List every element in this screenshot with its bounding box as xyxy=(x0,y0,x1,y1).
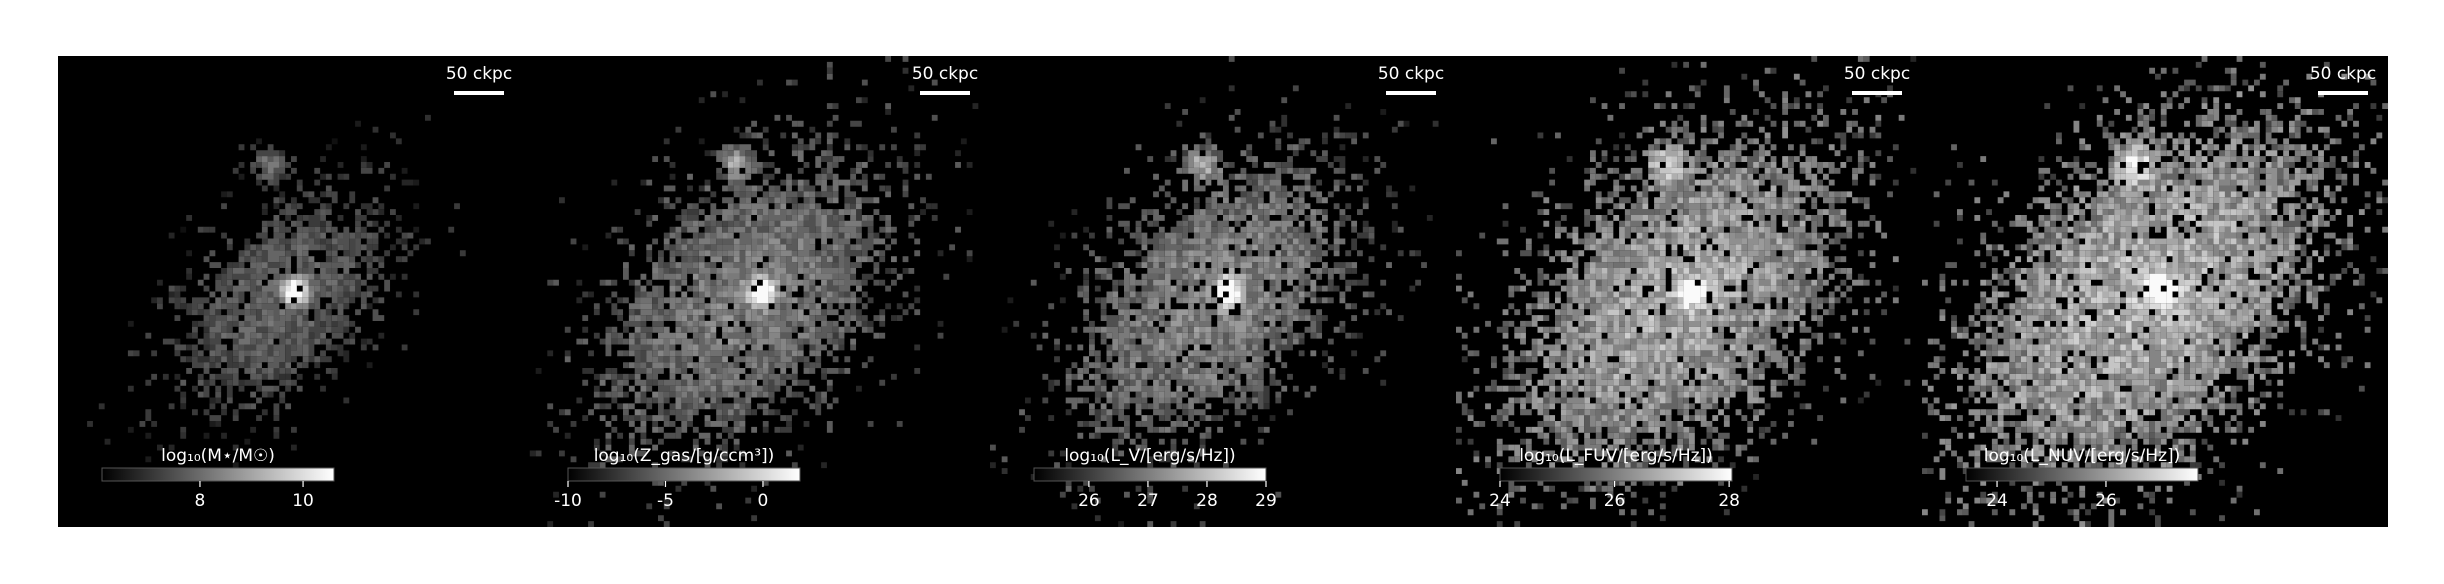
image-pixels xyxy=(285,279,303,298)
image-pixels xyxy=(1193,156,1253,333)
image-pixels xyxy=(1624,150,1730,351)
image-pixels xyxy=(990,56,1427,498)
colorbar-label: log₁₀(M⋆/M☉) xyxy=(161,446,275,466)
colorbar-label: log₁₀(L_V/[erg/s/Hz]) xyxy=(1064,446,1235,466)
image-pixels xyxy=(1217,279,1241,304)
image-pixels xyxy=(87,114,431,451)
image-pixels xyxy=(745,273,775,304)
colorbar xyxy=(1499,467,1733,482)
image-pixels xyxy=(751,279,775,304)
image-pixels xyxy=(279,273,303,298)
image-pixels xyxy=(1193,156,1212,174)
image-pixels xyxy=(1700,279,1707,286)
colorbar-label: log₁₀(L_NUV/[erg/s/Hz]) xyxy=(1984,446,2181,466)
image-pixels xyxy=(285,279,303,304)
image-pixels xyxy=(1665,162,1707,316)
colorbar-tick-label: 10 xyxy=(292,491,314,511)
colorbar-tick-label: 26 xyxy=(1604,491,1626,511)
image-pixels xyxy=(285,279,309,298)
image-pixels xyxy=(1677,279,1707,310)
image-pixels xyxy=(1456,91,1905,498)
image-pixels xyxy=(1077,144,1340,433)
image-pixels xyxy=(168,162,414,410)
colorbar-tick-label: 28 xyxy=(1718,491,1740,511)
colorbar-label: log₁₀(Z_gas/[g/ccm³]) xyxy=(594,446,775,466)
colorbar-tick-label: 26 xyxy=(2095,491,2117,511)
image-pixels xyxy=(1456,56,1893,516)
image-pixels xyxy=(127,144,408,427)
colorbar-tick-label: 0 xyxy=(758,491,769,511)
image-pixels xyxy=(1502,120,1847,492)
image-pixels xyxy=(2125,156,2179,304)
colorbar-tick-label: 24 xyxy=(1489,491,1511,511)
panel: 50 ckpc log₁₀(L_FUV/[erg/s/Hz]) 24 26 28 xyxy=(1456,56,1922,527)
colorbar-tick-label: 27 xyxy=(1137,491,1159,511)
image-pixels xyxy=(285,285,292,292)
image-pixels xyxy=(279,273,297,310)
image-pixels xyxy=(296,285,309,304)
colorbar-tick-label: 29 xyxy=(1255,491,1277,511)
image-pixels xyxy=(133,144,466,433)
colorbar-tick-label: 8 xyxy=(195,491,206,511)
scalebar-label: 50 ckpc xyxy=(2310,64,2376,84)
colorbar xyxy=(101,467,335,482)
panel: 50 ckpc log₁₀(M⋆/M☉) 8 10 xyxy=(58,56,524,527)
image-pixels xyxy=(751,279,775,304)
image-pixels xyxy=(209,156,356,374)
image-pixels xyxy=(1922,73,2389,527)
image-pixels xyxy=(652,167,839,392)
colorbar-tick-label: 24 xyxy=(1986,491,2008,511)
image-pixels xyxy=(1456,56,1870,516)
image-pixels xyxy=(1158,156,1282,374)
colorbar-label: log₁₀(L_FUV/[erg/s/Hz]) xyxy=(1519,446,1713,466)
image-pixels xyxy=(1951,91,2342,480)
image-pixels xyxy=(733,162,781,310)
scalebar-label: 50 ckpc xyxy=(912,64,978,84)
image-pixels xyxy=(302,273,309,280)
colorbar-tick-label: -5 xyxy=(657,491,674,511)
image-pixels xyxy=(628,156,868,416)
image-pixels xyxy=(279,285,309,304)
colorbar xyxy=(1965,467,2199,482)
image-pixels xyxy=(1223,273,1241,310)
image-pixels xyxy=(2067,167,2220,363)
image-pixels xyxy=(1607,156,1748,380)
panel: 50 ckpc log₁₀(Z_gas/[g/ccm³]) -10 -5 0 xyxy=(524,56,990,527)
colorbar-tick-label: -10 xyxy=(554,491,582,511)
image-pixels xyxy=(745,291,775,304)
image-pixels xyxy=(1065,144,1358,439)
image-pixels xyxy=(1986,144,2295,457)
colorbar-tick-label: 26 xyxy=(1078,491,1100,511)
image-pixels xyxy=(261,156,315,327)
panel: 50 ckpc log₁₀(L_V/[erg/s/Hz]) 26 27 28 29 xyxy=(990,56,1456,527)
image-pixels xyxy=(1100,150,1323,421)
colorbar xyxy=(1033,467,1267,482)
image-pixels xyxy=(104,156,426,451)
scalebar-label: 50 ckpc xyxy=(446,64,512,84)
image-pixels xyxy=(180,156,373,410)
image-pixels xyxy=(739,279,769,316)
image-pixels xyxy=(553,73,961,486)
image-pixels xyxy=(302,279,309,286)
image-pixels xyxy=(285,291,315,310)
image-pixels xyxy=(1456,73,1899,486)
image-pixels xyxy=(599,144,897,433)
image-pixels xyxy=(2044,144,2255,416)
image-pixels xyxy=(1677,285,1684,292)
colorbar-tick-label: 28 xyxy=(1196,491,1218,511)
scalebar-label: 50 ckpc xyxy=(1844,64,1910,84)
image-pixels xyxy=(1228,273,1241,310)
panel: 50 ckpc log₁₀(L_NUV/[erg/s/Hz]) 24 26 xyxy=(1922,56,2389,527)
scalebar-label: 50 ckpc xyxy=(1378,64,1444,84)
image-pixels xyxy=(1217,279,1241,304)
colorbar xyxy=(567,467,801,482)
